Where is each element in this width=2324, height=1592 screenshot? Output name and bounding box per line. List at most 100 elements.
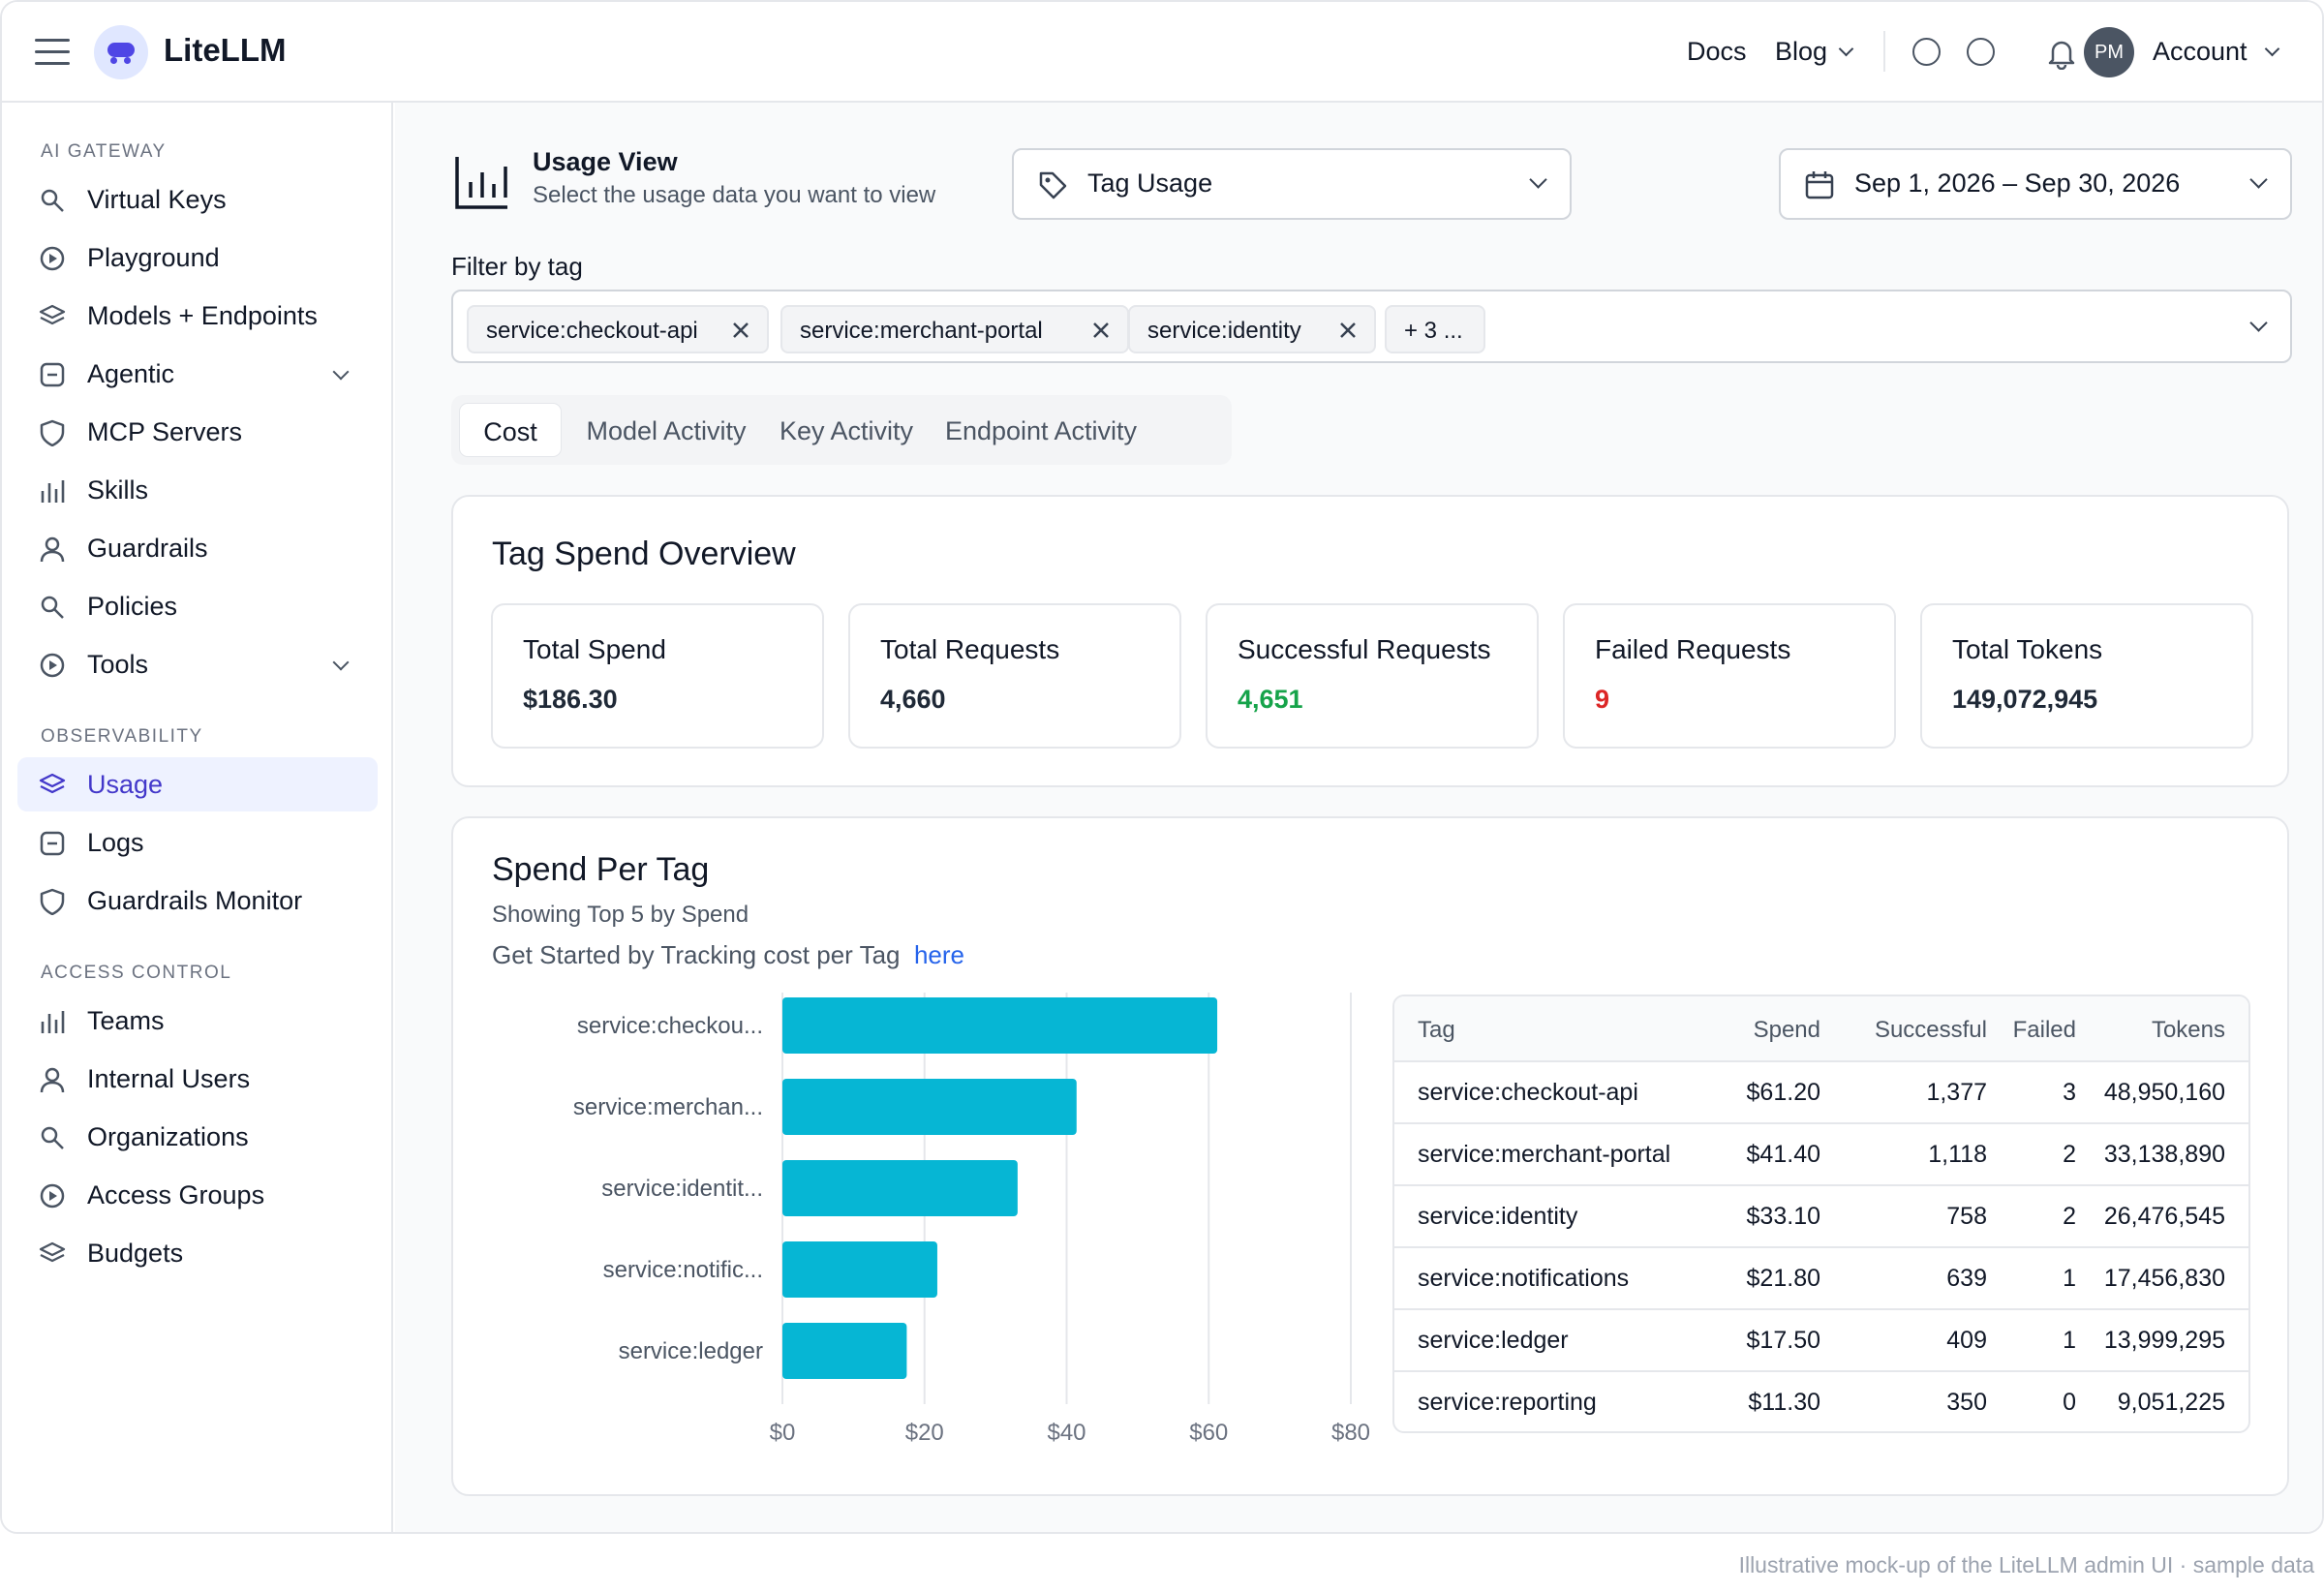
sidebar-section-title: OBSERVABILITY [41,726,203,747]
play-circle-icon [39,1182,66,1209]
cell-tag: service:checkout-api [1418,1079,1638,1106]
user-icon [39,536,66,563]
table-row[interactable]: service:merchant-portal $41.40 1,118 2 33,13… [1394,1124,2248,1186]
date-range-value: Sep 1, 2026 – Sep 30, 2026 [1854,168,2181,198]
cell-failed: 0 [2063,1389,2076,1416]
stat-value: 149,072,945 [1952,685,2098,714]
layers-icon [39,303,66,330]
menu-icon[interactable] [35,39,70,66]
sidebar-item-guardrails[interactable]: Guardrails [17,521,378,575]
sidebar-item-organizations[interactable]: Organizations [17,1110,378,1164]
cell-failed: 1 [2063,1265,2076,1292]
search-icon [39,1124,66,1151]
table-row[interactable]: service:checkout-api $61.20 1,377 3 48,950,1… [1394,1062,2248,1124]
column-header-successful[interactable]: Successful [1874,1017,1987,1043]
chevron-down-icon[interactable] [332,363,350,381]
sidebar-item-label: Budgets [87,1239,184,1268]
filter-chip[interactable]: service:identity [1128,305,1376,353]
chevron-down-icon [2249,314,2268,332]
x-tick-label: $20 [905,1420,944,1446]
tracking-hint-link[interactable]: here [913,940,965,969]
docs-link[interactable]: Docs [1687,37,1747,66]
tab-key-activity[interactable]: Key Activity [779,416,914,445]
litellm-logo[interactable] [94,25,148,79]
bar-chart-icon [39,477,66,505]
close-icon[interactable] [1337,320,1359,341]
cell-tokens: 9,051,225 [2117,1389,2225,1416]
sidebar-item-playground[interactable]: Playground [17,230,378,285]
tab-endpoint-activity[interactable]: Endpoint Activity [944,416,1138,445]
y-tick-label: service:merchan... [573,1094,763,1120]
tab-cost[interactable]: Cost [459,403,562,457]
bell-icon[interactable] [2047,37,2076,70]
more-tags-chip[interactable]: + 3 ... [1385,305,1485,353]
table-row[interactable]: service:notifications $21.80 639 1 17,456,83… [1394,1248,2248,1310]
sidebar: AI GATEWAY Virtual Keys Playground Model… [2,103,393,1532]
chevron-down-icon[interactable] [332,654,350,671]
chevron-down-icon [1529,170,1547,189]
y-tick-label: service:ledger [619,1338,763,1364]
table-row[interactable]: service:reporting $11.30 350 0 9,051,225 [1394,1372,2248,1431]
column-header-tokens[interactable]: Tokens [2151,1017,2225,1043]
account-menu[interactable]: Account [2153,37,2279,67]
x-tick-label: $60 [1189,1420,1228,1446]
sidebar-section-title: AI GATEWAY [41,141,167,162]
column-header-tag[interactable]: Tag [1418,1017,1455,1043]
stat-card-total-tokens: Total Tokens 149,072,945 [1920,603,2253,749]
tracking-hint-text: Get Started by Tracking cost per Tag [492,940,901,969]
sidebar-item-internal-users[interactable]: Internal Users [17,1052,378,1106]
sidebar-item-models-endpoints[interactable]: Models + Endpoints [17,289,378,343]
table-row[interactable]: service:ledger $17.50 409 1 13,999,295 [1394,1310,2248,1372]
sidebar-item-skills[interactable]: Skills [17,463,378,517]
sidebar-item-label: Agentic [87,359,175,388]
sidebar-item-teams[interactable]: Teams [17,994,378,1048]
stat-value: $186.30 [523,685,618,714]
table-row[interactable]: service:identity $33.10 758 2 26,476,545 [1394,1186,2248,1248]
sidebar-item-agentic[interactable]: Agentic [17,347,378,401]
stat-value: 4,651 [1238,685,1303,714]
stat-label: Total Spend [523,634,666,664]
cell-failed: 1 [2063,1327,2076,1354]
blog-menu[interactable]: Blog [1775,37,1854,67]
bar [782,1079,1077,1135]
cell-successful: 409 [1946,1327,1987,1354]
overview-title: Tag Spend Overview [492,536,796,572]
cell-tag: service:reporting [1418,1389,1597,1416]
sidebar-item-access-groups[interactable]: Access Groups [17,1168,378,1222]
date-range-picker[interactable]: Sep 1, 2026 – Sep 30, 2026 [1779,148,2292,220]
cell-successful: 350 [1946,1389,1987,1416]
circle-icon[interactable] [1912,38,1941,66]
sidebar-item-policies[interactable]: Policies [17,579,378,633]
filter-chip[interactable]: service:checkout-api [467,305,769,353]
cell-spend: $21.80 [1746,1265,1820,1292]
tab-model-activity[interactable]: Model Activity [586,416,747,445]
sidebar-item-virtual-keys[interactable]: Virtual Keys [17,172,378,227]
sidebar-item-mcp-servers[interactable]: MCP Servers [17,405,378,459]
sidebar-item-label: MCP Servers [87,417,243,446]
close-icon[interactable] [1090,320,1112,341]
filter-chip[interactable]: service:merchant-portal [780,305,1129,353]
sidebar-item-label: Usage [87,770,164,799]
sidebar-item-guardrails-monitor[interactable]: Guardrails Monitor [17,873,378,928]
tracking-hint: Get Started by Tracking cost per Tag her… [492,940,964,970]
more-tags-label: + 3 ... [1404,318,1463,344]
app-window: LiteLLM Docs Blog PM Account AI GATEWAY … [0,0,2324,1534]
bar-chart-icon [39,1008,66,1035]
tag-filter-select[interactable]: service:checkout-api service:merchant-po… [451,290,2292,363]
avatar[interactable]: PM [2084,27,2134,77]
sidebar-item-tools[interactable]: Tools [17,637,378,691]
sidebar-item-logs[interactable]: Logs [17,815,378,870]
search-icon [39,594,66,621]
column-header-failed[interactable]: Failed [2012,1017,2076,1043]
sidebar-item-budgets[interactable]: Budgets [17,1226,378,1280]
circle-icon[interactable] [1967,38,1995,66]
header-divider [1883,31,1885,72]
column-header-spend[interactable]: Spend [1753,1017,1820,1043]
cell-failed: 2 [2063,1141,2076,1168]
cell-tokens: 26,476,545 [2103,1203,2225,1230]
close-icon[interactable] [730,320,751,341]
stat-card-successful-requests: Successful Requests 4,651 [1206,603,1539,749]
sidebar-item-usage[interactable]: Usage [17,757,378,811]
usage-type-select[interactable]: Tag Usage [1012,148,1572,220]
account-label: Account [2153,37,2248,66]
